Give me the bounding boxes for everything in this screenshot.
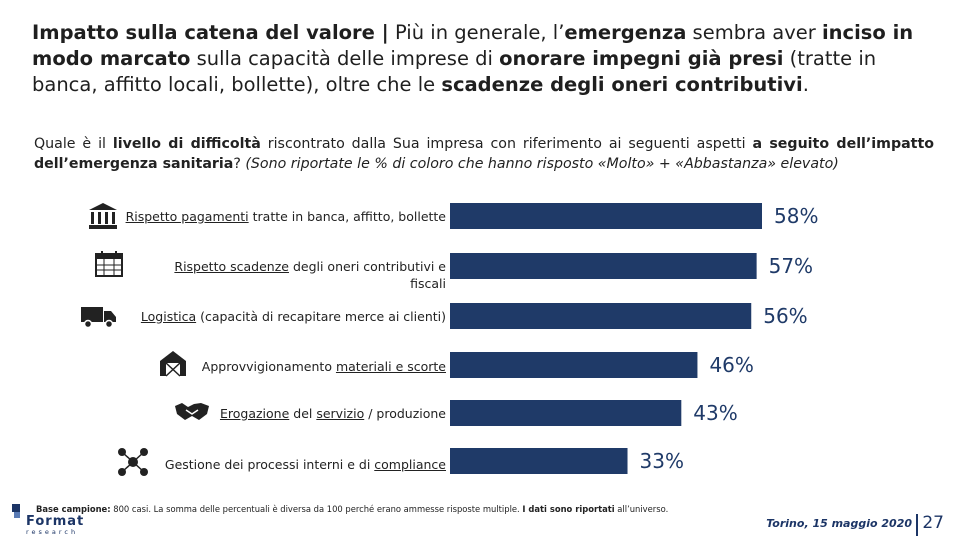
headline-lead: Impatto sulla catena del valore | [32,21,389,44]
row-label-approvvigionamento: Approvvigionamento materiali e scorte [202,358,446,375]
row-label-rest: tratte in banca, affitto, bollette [248,209,446,224]
question-bold-2: a seguito dell’impatto dell’emergenza sa… [34,136,934,172]
row-label-logistica: Logistica (capacità di recapitare merce … [141,308,446,325]
bar-3 [450,303,752,329]
footer-note-text-2: all’universo. [614,504,669,514]
row-label-mid: del [289,406,317,421]
footer-date: Torino, 15 maggio 2020 [766,517,912,530]
page-number: 27 [922,513,944,533]
bar-6 [450,448,628,474]
format-research-logo [12,504,20,518]
footer-sample-note: Base campione: 800 casi. La somma delle … [36,504,668,514]
row-label-underlined: Rispetto scadenze [174,259,289,274]
headline-bold-4: scadenze degli oneri contributivi [441,73,803,96]
row-label-prefix: Approvvigionamento [201,359,336,374]
row-label-underlined: Logistica [140,309,197,324]
bar-value-label-2: 57% [769,254,813,278]
row-label-rest: degli oneri contributivi e [288,259,446,274]
headline-bold-2: inciso in modo marcato [32,21,914,70]
footer-separator [916,514,918,536]
question-text-3: ? [233,156,246,172]
headline-text-5: . [802,73,809,96]
bar-1 [450,203,762,229]
question-text-2: riscontrato dalla Sua impresa con riferi… [260,136,753,152]
question-note: (Sono riportate le % di coloro che hanno… [245,156,839,172]
row-label-prefix: Gestione dei processi interni e di [164,457,375,472]
bar-4 [450,352,698,378]
handshake-icon [175,403,209,420]
footer-note-bold-2: I dati sono riportati [522,504,615,514]
bar-value-label-6: 33% [640,449,684,473]
survey-question: Quale è il livello di difficoltà riscont… [34,134,934,174]
row-label-underlined: materiali e scorte [335,359,446,374]
bar-value-label-5: 43% [693,401,737,425]
question-text-1: Quale è il [34,136,113,152]
truck-icon [81,307,116,329]
row-label-underlined: Erogazione [219,406,290,421]
logo-subtitle: research [26,528,79,536]
headline-text-4: (tratte in banca, affitto locali, bollet… [32,47,877,96]
slide-headline: Impatto sulla catena del valore | Più in… [32,20,937,98]
calendar-icon [95,251,123,277]
headline-bold-3: onorare impegni già presi [499,47,784,70]
row-label-rest: / produzione [364,406,446,421]
bar-5 [450,400,682,426]
headline-text-2: sembra aver [686,21,822,44]
bank-icon [89,203,117,229]
bar-value-label-1: 58% [774,204,818,228]
bar-value-label-4: 46% [709,353,753,377]
logo-wordmark: Format [26,514,85,529]
footer-note-bold: Base campione: [36,504,111,514]
row-label-underlined: Rispetto pagamenti [125,209,249,224]
headline-bold-1: emergenza [564,21,687,44]
row-label-scadenze: Rispetto scadenze degli oneri contributi… [174,258,446,292]
network-icon [118,448,148,476]
row-label-underlined-2: servizio [316,406,365,421]
bar-value-label-3: 56% [763,304,807,328]
row-label-rest-line2: fiscali [410,276,446,291]
row-label-rest: (capacità di recapitare merce ai clienti… [196,309,446,324]
footer-note-text: 800 casi. La somma delle percentuali è d… [110,504,523,514]
headline-text-3: sulla capacità delle imprese di [190,47,500,70]
row-label-underlined: compliance [374,457,446,472]
headline-text-1: Più in generale, l’ [388,21,565,44]
bar-2 [450,253,757,279]
row-label-gestione: Gestione dei processi interni e di compl… [165,456,446,473]
question-bold-1: livello di difficoltà [112,136,261,152]
row-label-erogazione: Erogazione del servizio / produzione [220,405,446,422]
warehouse-icon [160,351,186,377]
row-label-pagamenti: Rispetto pagamenti tratte in banca, affi… [126,208,446,225]
